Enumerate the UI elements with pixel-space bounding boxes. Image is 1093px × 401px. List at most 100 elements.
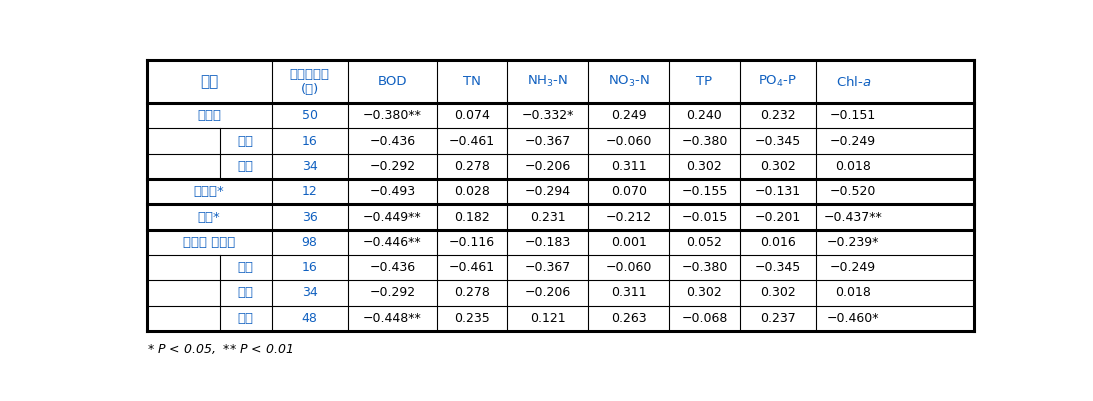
Bar [507, 103, 588, 128]
Bar [220, 255, 272, 280]
Bar [146, 230, 220, 255]
Text: 0.302: 0.302 [686, 286, 722, 300]
Bar [588, 255, 669, 280]
Text: −0.380: −0.380 [681, 135, 728, 148]
Text: −0.292: −0.292 [369, 286, 415, 300]
Bar [272, 179, 348, 205]
Bar [437, 179, 507, 205]
Text: 영산강: 영산강 [197, 109, 221, 122]
Bar [220, 128, 272, 154]
Text: −0.345: −0.345 [754, 135, 801, 148]
Bar [146, 154, 220, 179]
Text: 탐진강*: 탐진강* [193, 185, 224, 198]
Text: −0.249: −0.249 [831, 261, 877, 274]
Bar [669, 61, 740, 103]
Text: −0.151: −0.151 [830, 109, 877, 122]
Text: Chl-$a$: Chl-$a$ [835, 75, 871, 89]
Text: 0.232: 0.232 [760, 109, 796, 122]
Text: 34: 34 [302, 286, 318, 300]
Bar [272, 255, 348, 280]
Text: −0.448**: −0.448** [363, 312, 422, 325]
Text: −0.345: −0.345 [754, 261, 801, 274]
Bar [740, 280, 815, 306]
Text: −0.131: −0.131 [754, 185, 801, 198]
Bar [348, 128, 437, 154]
Bar [669, 179, 740, 205]
Text: −0.446**: −0.446** [363, 236, 422, 249]
Text: 0.311: 0.311 [611, 160, 647, 173]
Text: −0.332*: −0.332* [521, 109, 574, 122]
Bar [146, 61, 220, 103]
Bar [507, 205, 588, 230]
Text: 0.018: 0.018 [835, 286, 871, 300]
Text: 0.001: 0.001 [611, 236, 647, 249]
Bar [437, 205, 507, 230]
Text: 0.018: 0.018 [835, 160, 871, 173]
Text: −0.380**: −0.380** [363, 109, 422, 122]
Bar [146, 103, 220, 128]
Bar [740, 230, 815, 255]
Text: * $P$ < 0.05,  ** $P$ < 0.01: * $P$ < 0.05, ** $P$ < 0.01 [146, 342, 293, 356]
Bar [669, 103, 740, 128]
Bar [437, 154, 507, 179]
Bar [437, 61, 507, 103]
Bar [588, 230, 669, 255]
Bar [146, 205, 220, 230]
Bar [815, 61, 891, 103]
Text: −0.212: −0.212 [606, 211, 651, 223]
Bar [437, 103, 507, 128]
Text: 34: 34 [302, 160, 318, 173]
Text: −0.155: −0.155 [681, 185, 728, 198]
Bar [507, 61, 588, 103]
Text: 0.278: 0.278 [455, 286, 490, 300]
Text: 영산강 대권역: 영산강 대권역 [184, 236, 235, 249]
Bar [348, 205, 437, 230]
Bar [507, 230, 588, 255]
Bar [740, 255, 815, 280]
Bar [348, 154, 437, 179]
Bar [507, 280, 588, 306]
Text: 0.121: 0.121 [530, 312, 565, 325]
Bar [272, 61, 348, 103]
Bar [348, 280, 437, 306]
Text: PO$_4$-P: PO$_4$-P [759, 74, 797, 89]
Bar [588, 280, 669, 306]
Text: 0.302: 0.302 [760, 160, 796, 173]
Bar [507, 179, 588, 205]
Bar [669, 154, 740, 179]
Text: 0.311: 0.311 [611, 286, 647, 300]
Text: TP: TP [696, 75, 713, 88]
Bar [815, 255, 891, 280]
Text: NO$_3$-N: NO$_3$-N [608, 74, 649, 89]
Text: 0.263: 0.263 [611, 312, 647, 325]
Bar [437, 280, 507, 306]
Text: −0.461: −0.461 [449, 261, 495, 274]
Bar [146, 280, 220, 306]
Bar [740, 128, 815, 154]
Text: −0.201: −0.201 [754, 211, 801, 223]
Bar [669, 306, 740, 331]
Bar [588, 154, 669, 179]
Bar [507, 128, 588, 154]
Text: −0.461: −0.461 [449, 135, 495, 148]
Bar [220, 61, 272, 103]
Bar [815, 280, 891, 306]
Bar [588, 306, 669, 331]
Text: 98: 98 [302, 236, 318, 249]
Bar [740, 306, 815, 331]
Text: −0.249: −0.249 [831, 135, 877, 148]
Text: −0.294: −0.294 [525, 185, 571, 198]
Bar [146, 179, 220, 205]
Bar [272, 154, 348, 179]
Bar [272, 280, 348, 306]
Text: 지류: 지류 [237, 286, 254, 300]
Text: 본류: 본류 [237, 135, 254, 148]
Text: −0.367: −0.367 [525, 261, 571, 274]
Bar [740, 61, 815, 103]
Bar [815, 128, 891, 154]
Bar [220, 103, 272, 128]
Bar [437, 306, 507, 331]
Bar [815, 103, 891, 128]
Bar [272, 128, 348, 154]
Bar [588, 128, 669, 154]
